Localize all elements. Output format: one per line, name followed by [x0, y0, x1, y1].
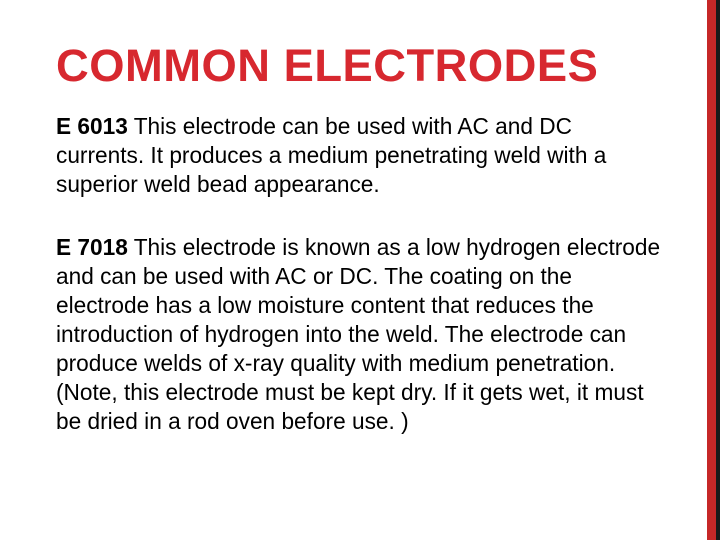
paragraph-e7018: E 7018 This electrode is known as a low …: [56, 233, 664, 436]
paragraph-lead: E 7018: [56, 234, 128, 260]
slide: COMMON ELECTRODES E 6013 This electrode …: [0, 0, 720, 540]
slide-body: E 6013 This electrode can be used with A…: [56, 112, 664, 436]
paragraph-text: This electrode is known as a low hydroge…: [56, 234, 660, 434]
accent-bar-red: [707, 0, 716, 540]
slide-title: COMMON ELECTRODES: [56, 42, 664, 90]
paragraph-text: This electrode can be used with AC and D…: [56, 113, 606, 197]
paragraph-e6013: E 6013 This electrode can be used with A…: [56, 112, 664, 199]
accent-bar-dark: [716, 0, 720, 540]
paragraph-lead: E 6013: [56, 113, 128, 139]
